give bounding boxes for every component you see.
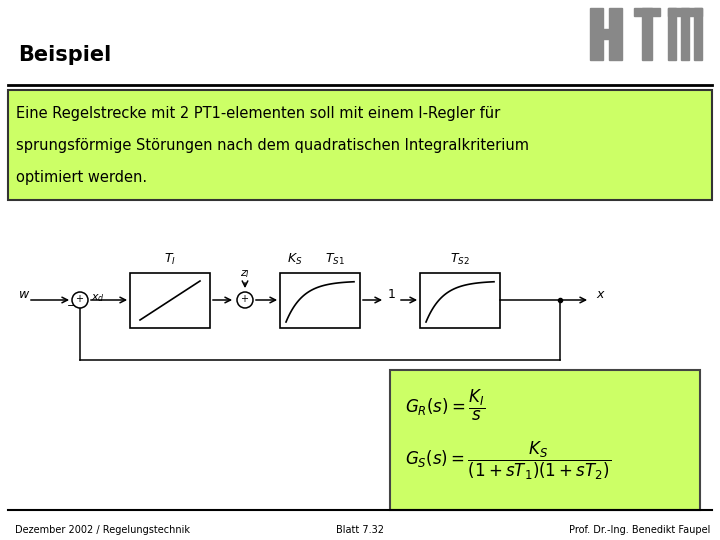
Text: +: +	[75, 294, 83, 304]
Text: $T_{S2}$: $T_{S2}$	[450, 252, 470, 267]
Text: 1: 1	[388, 288, 396, 301]
Text: Blatt 7.32: Blatt 7.32	[336, 525, 384, 535]
Bar	[8, 90, 712, 200]
Bar	[603, 29, 609, 39]
Bar	[420, 273, 500, 328]
Bar	[634, 8, 660, 16]
Text: $z_I$: $z_I$	[240, 268, 250, 280]
Text: Eine Regelstrecke mit 2 PT1-elementen soll mit einem I-Regler für: Eine Regelstrecke mit 2 PT1-elementen so…	[16, 106, 500, 121]
Bar	[280, 273, 360, 328]
Text: $w$: $w$	[18, 288, 30, 301]
Text: optimiert werden.: optimiert werden.	[16, 170, 147, 185]
Text: $x$: $x$	[596, 288, 606, 301]
Bar	[609, 8, 622, 60]
Text: $T_{S1}$: $T_{S1}$	[325, 252, 345, 267]
Circle shape	[237, 292, 253, 308]
Text: $K_S$: $K_S$	[287, 252, 302, 267]
Bar	[642, 8, 652, 60]
Text: $G_R(s) =\dfrac{K_I}{s}$: $G_R(s) =\dfrac{K_I}{s}$	[405, 388, 485, 423]
Text: Dezember 2002 / Regelungstechnik: Dezember 2002 / Regelungstechnik	[15, 525, 190, 535]
Text: +: +	[240, 294, 248, 304]
Text: $T_I$: $T_I$	[164, 252, 176, 267]
Circle shape	[72, 292, 88, 308]
Text: $x_d$: $x_d$	[91, 292, 105, 304]
Text: −: −	[67, 301, 77, 311]
Bar	[668, 8, 676, 60]
Text: sprungsförmige Störungen nach dem quadratischen Integralkriterium: sprungsförmige Störungen nach dem quadra…	[16, 138, 529, 153]
Bar	[681, 8, 689, 60]
Bar	[390, 370, 700, 510]
Bar	[590, 8, 603, 60]
Bar	[668, 8, 702, 16]
Bar	[694, 8, 702, 60]
Text: Beispiel: Beispiel	[18, 45, 112, 65]
Bar	[130, 273, 210, 328]
Text: Prof. Dr.-Ing. Benedikt Faupel: Prof. Dr.-Ing. Benedikt Faupel	[569, 525, 710, 535]
Text: $G_S(s) = \dfrac{K_S}{(1+sT_1)(1+sT_2)}$: $G_S(s) = \dfrac{K_S}{(1+sT_1)(1+sT_2)}$	[405, 440, 611, 482]
